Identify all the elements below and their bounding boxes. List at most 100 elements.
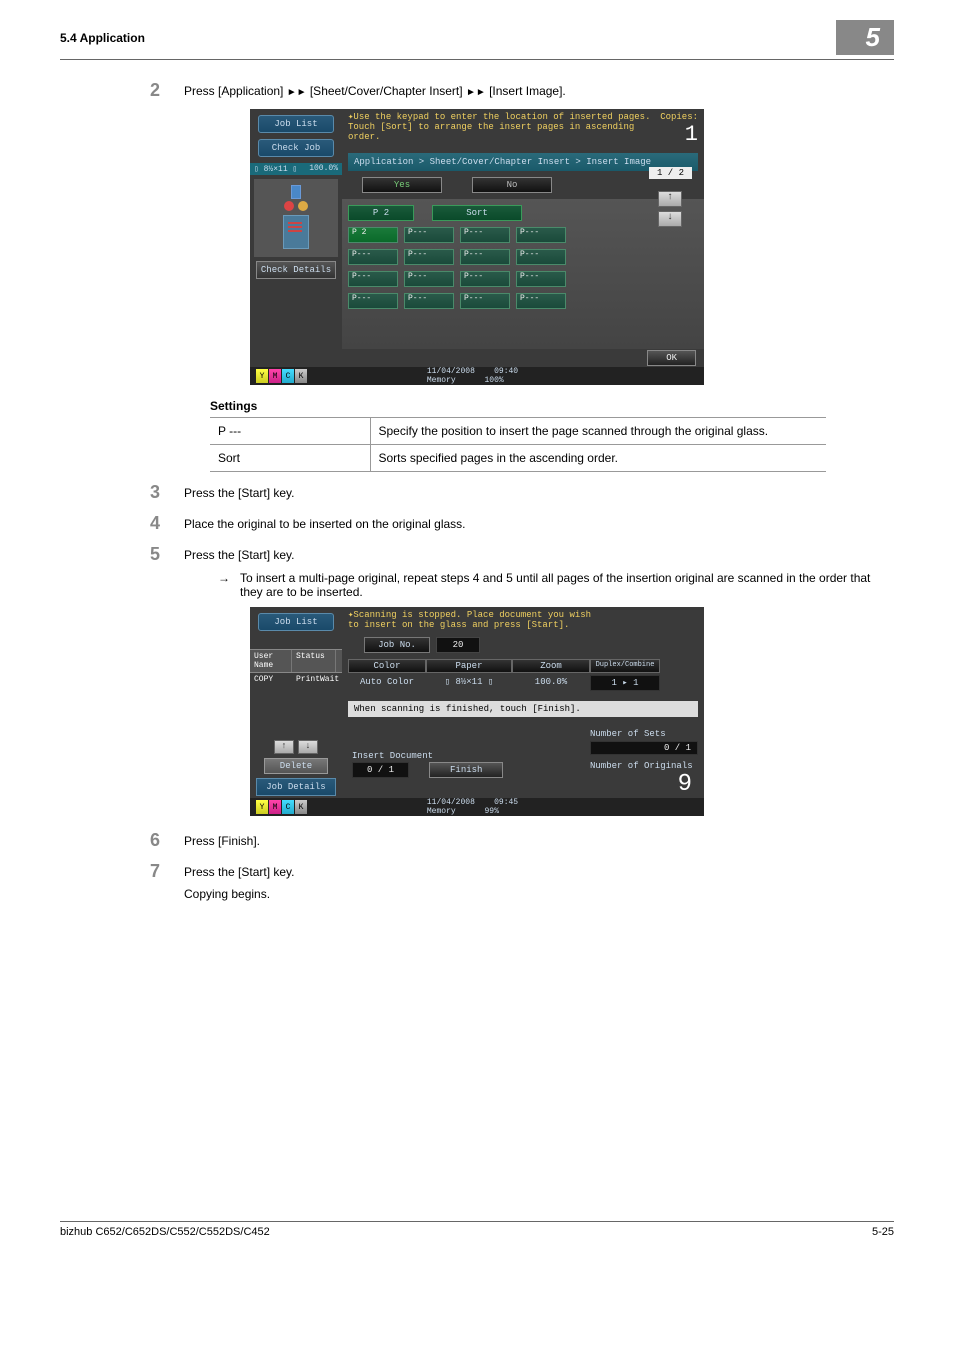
step-number: 3 [150,482,184,503]
step-number: 5 [150,544,184,565]
number-of-originals-value: 9 [590,771,698,798]
yes-button[interactable]: Yes [362,177,442,193]
setting-value: Sorts specified pages in the ascending o… [370,445,826,472]
paper-size-icon: ▯ [254,165,264,174]
no-button[interactable]: No [472,177,552,193]
table-row: P --- Specify the position to insert the… [210,418,826,445]
status-dot-icon [298,201,308,211]
toner-m-icon: M [269,369,281,383]
jobno-value: 20 [436,637,480,653]
step-text: Press [Application] ►► [Sheet/Cover/Chap… [184,80,566,101]
mfp-panel-insert-image: Job List Check Job ▯ 8½×11 ▯ 100.0% Chec… [250,109,704,385]
col-header: Paper [426,659,512,673]
setting-key: P --- [210,418,370,445]
status-dot-icon [284,201,294,211]
number-of-sets-value: 0 / 1 [590,741,698,755]
paper-icon: ▯ [445,677,456,687]
step-number: 7 [150,861,184,901]
footer-model: bizhub C652/C652DS/C552/C552DS/C452 [60,1226,270,1238]
arrow-icon: ►► [287,87,307,98]
step-text: Place the original to be inserted on the… [184,513,466,534]
finish-button[interactable]: Finish [429,762,503,778]
number-of-sets-label: Number of Sets [590,729,698,739]
section-number: 5.4 [60,31,77,45]
job-list-button[interactable]: Job List [258,613,334,631]
job-list-button[interactable]: Job List [258,115,334,133]
chapter-number: 5 [836,20,894,55]
col-header: Duplex/Combine [590,659,660,673]
sort-button[interactable]: Sort [432,205,522,221]
page-slot[interactable]: P--- [516,271,566,287]
section-title: Application [77,31,145,45]
job-table-header: User Name Status [250,649,342,673]
datetime-memory: 11/04/2008 09:45 Memory 99% [427,798,518,816]
step-subtext: To insert a multi-page original, repeat … [240,571,894,599]
toner-c-icon: C [282,800,294,814]
col-value: 100.0% [512,675,590,691]
page-slot[interactable]: P--- [460,227,510,243]
check-job-button[interactable]: Check Job [258,139,334,157]
step-text: Press the [Start] key. [184,482,294,503]
copies-value: 1 [685,122,698,147]
step-text: Press [Finish]. [184,830,260,851]
orientation-icon: ▯ [483,677,494,687]
page-slot[interactable]: P--- [404,271,454,287]
page-slot[interactable]: P--- [404,227,454,243]
breadcrumb: Application > Sheet/Cover/Chapter Insert… [348,153,698,171]
page-slot[interactable]: P--- [460,249,510,265]
arrow-up-button[interactable]: ↑ [274,740,294,754]
arrow-icon: ►► [466,87,486,98]
mini-doc-icon [283,215,309,249]
page-slot[interactable]: P--- [516,293,566,309]
copies-label: Copies: [660,112,698,122]
step-number: 6 [150,830,184,851]
ok-button[interactable]: OK [647,350,696,366]
page-slot[interactable]: P--- [404,293,454,309]
arrow-up-button[interactable]: ↑ [658,191,682,207]
page-slot[interactable]: P--- [348,249,398,265]
arrow-down-button[interactable]: ↓ [298,740,318,754]
preview-area [254,179,338,257]
insert-document-value: 0 / 1 [352,762,409,778]
toner-k-icon: K [295,800,307,814]
toner-c-icon: C [282,369,294,383]
scan-finished-message: When scanning is finished, touch [Finish… [348,701,698,717]
step-number: 4 [150,513,184,534]
page-slot[interactable]: P--- [460,293,510,309]
toner-y-icon: Y [256,369,268,383]
col-value: 1 ▸ 1 [590,675,660,691]
page-indicator: P 2 [348,205,414,221]
datetime-memory: 11/04/2008 09:40 Memory 100% [427,367,518,385]
setting-key: Sort [210,445,370,472]
toner-k-icon: K [295,369,307,383]
page-slot[interactable]: P--- [404,249,454,265]
col-value: Auto Color [348,675,426,691]
number-of-originals-label: Number of Originals [590,761,698,771]
job-details-button[interactable]: Job Details [256,778,336,796]
col-header: Color [348,659,426,673]
step-text: Press the [Start] key. [184,544,294,565]
orientation-icon: ▯ [292,165,297,174]
toner-levels: Y M C K [256,800,307,814]
col-header: Zoom [512,659,590,673]
settings-table: P --- Specify the position to insert the… [210,417,826,472]
doc-preview-icon [291,185,301,199]
arrow-icon: → [218,571,240,599]
setting-value: Specify the position to insert the page … [370,418,826,445]
check-details-button[interactable]: Check Details [256,261,336,279]
page-slot[interactable]: P--- [348,271,398,287]
jobno-label: Job No. [364,637,430,653]
page-slot[interactable]: P--- [348,293,398,309]
step-number: 2 [150,80,184,101]
col-value: ▯ 8½×11 ▯ [426,675,512,691]
table-row: Sort Sorts specified pages in the ascend… [210,445,826,472]
arrow-down-button[interactable]: ↓ [658,211,682,227]
page-slot[interactable]: P--- [516,249,566,265]
page-slot[interactable]: P 2 [348,227,398,243]
mfp-panel-scanning: Job List User Name Status COPY PrintWait… [250,607,704,816]
page-slot[interactable]: P--- [460,271,510,287]
delete-button[interactable]: Delete [264,758,328,774]
toner-m-icon: M [269,800,281,814]
footer-page: 5-25 [872,1226,894,1238]
page-slot[interactable]: P--- [516,227,566,243]
